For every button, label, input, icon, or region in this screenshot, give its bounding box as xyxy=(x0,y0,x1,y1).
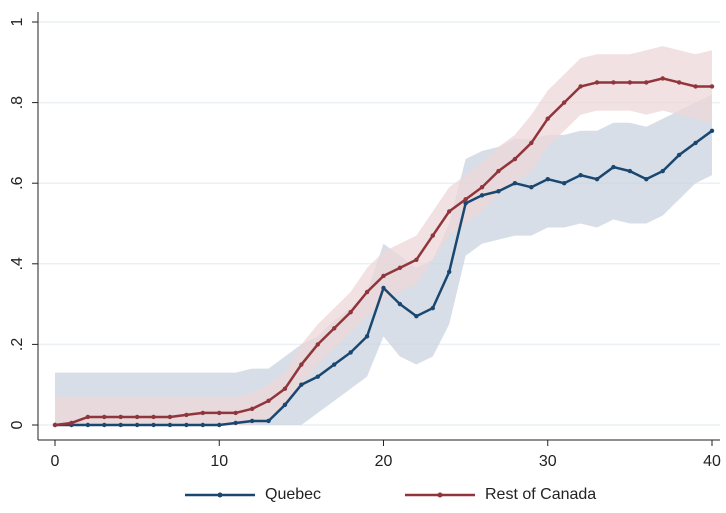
series-marker xyxy=(627,168,633,174)
series-marker xyxy=(529,185,534,190)
legend-label: Quebec xyxy=(265,486,321,503)
series-marker xyxy=(644,176,649,182)
legend-marker xyxy=(217,492,223,498)
series-marker xyxy=(233,410,238,416)
series-marker xyxy=(529,140,534,146)
series-marker xyxy=(69,420,74,426)
series-marker xyxy=(200,422,206,428)
series-marker xyxy=(561,100,567,105)
series-marker xyxy=(167,422,173,428)
series-marker xyxy=(496,189,501,194)
series-marker xyxy=(545,176,550,182)
series-marker xyxy=(332,326,337,331)
series-marker xyxy=(496,168,501,174)
series-marker xyxy=(282,402,288,408)
series-marker xyxy=(611,80,616,85)
series-marker xyxy=(545,116,550,121)
series-marker xyxy=(479,185,485,190)
series-marker xyxy=(299,362,304,367)
series-marker xyxy=(414,257,419,262)
series-marker xyxy=(266,418,271,424)
series-marker xyxy=(134,414,140,420)
series-marker xyxy=(430,233,435,238)
series-marker xyxy=(463,197,468,202)
series-marker xyxy=(85,414,91,420)
series-marker xyxy=(381,285,386,291)
series-marker xyxy=(282,386,288,391)
series-marker xyxy=(348,350,353,355)
series-marker xyxy=(578,172,583,178)
series-marker xyxy=(364,289,370,295)
series-marker xyxy=(397,265,403,271)
x-tick-label: 10 xyxy=(210,453,228,470)
series-marker xyxy=(447,209,452,214)
series-marker xyxy=(102,422,107,428)
y-tick-label: 0 xyxy=(9,420,26,429)
series-marker xyxy=(693,140,698,146)
series-marker xyxy=(430,305,435,311)
legend-label: Rest of Canada xyxy=(485,486,596,503)
series-marker xyxy=(676,152,682,158)
series-marker xyxy=(709,84,715,89)
series-marker xyxy=(594,80,600,85)
y-tick-label: 1 xyxy=(9,17,26,26)
series-marker xyxy=(463,201,468,206)
series-marker xyxy=(315,342,320,347)
series-marker xyxy=(52,422,58,428)
series-marker xyxy=(578,84,583,89)
confidence-band xyxy=(55,46,712,426)
y-tick-label: .8 xyxy=(9,96,26,109)
series-marker xyxy=(627,80,633,85)
series-marker xyxy=(118,414,123,420)
x-tick-label: 40 xyxy=(703,453,721,470)
x-tick-label: 0 xyxy=(51,453,60,470)
series-marker xyxy=(233,420,238,426)
series-marker xyxy=(348,309,353,315)
series-marker xyxy=(217,410,222,416)
series-marker xyxy=(414,313,419,319)
series-marker xyxy=(200,410,206,416)
series-marker xyxy=(479,193,485,198)
series-marker xyxy=(611,164,616,170)
series-marker xyxy=(217,422,222,428)
series-marker xyxy=(184,412,189,418)
series-marker xyxy=(660,76,665,81)
series-marker xyxy=(660,168,665,174)
y-tick-label: .2 xyxy=(9,338,26,351)
x-tick-label: 20 xyxy=(375,453,393,470)
y-tick-label: .4 xyxy=(9,257,26,270)
series-marker xyxy=(447,269,452,275)
series-marker xyxy=(184,422,189,428)
series-marker xyxy=(315,374,320,379)
series-marker xyxy=(381,273,386,279)
y-tick-label: .6 xyxy=(9,176,26,189)
series-marker xyxy=(249,406,255,412)
series-marker xyxy=(693,84,698,89)
series-marker xyxy=(249,418,255,424)
series-marker xyxy=(364,334,370,339)
series-marker xyxy=(594,176,600,182)
series-marker xyxy=(299,382,304,387)
series-marker xyxy=(118,422,123,428)
series-marker xyxy=(561,181,567,186)
series-marker xyxy=(151,422,156,428)
series-marker xyxy=(512,181,518,186)
series-marker xyxy=(151,414,156,420)
series-marker xyxy=(134,422,140,428)
series-marker xyxy=(709,128,715,134)
series-marker xyxy=(85,422,91,428)
series-marker xyxy=(167,414,173,420)
series-marker xyxy=(332,362,337,367)
series-marker xyxy=(102,414,107,420)
series-marker xyxy=(676,80,682,85)
x-tick-label: 30 xyxy=(539,453,557,470)
series-marker xyxy=(397,301,403,307)
series-marker xyxy=(266,398,271,404)
series-marker xyxy=(512,156,518,162)
legend-marker xyxy=(437,492,443,498)
series-marker xyxy=(644,80,649,85)
